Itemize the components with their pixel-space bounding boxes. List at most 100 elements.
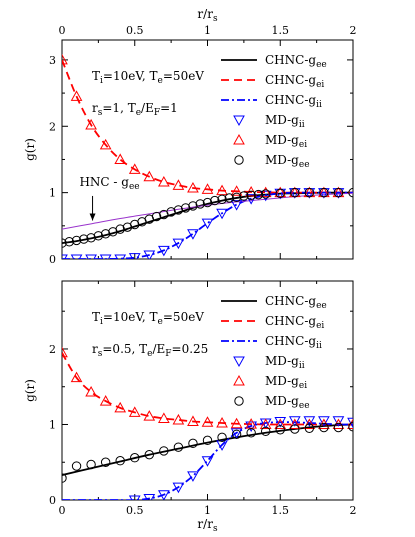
- y-axis-title: g(r): [23, 379, 37, 402]
- x-axis-title-top: r/rs: [197, 7, 218, 24]
- series-group: [62, 53, 353, 259]
- marker-MD-g_ei: [274, 418, 287, 429]
- x-axis-title: r/rs: [197, 517, 218, 534]
- marker-MD-g_ei: [216, 416, 228, 428]
- marker-MD-g_ee: [210, 195, 220, 206]
- legend-entry: CHNC-gii: [265, 334, 322, 351]
- marker-MD-g_ee: [86, 233, 96, 243]
- marker-MD-g_ee: [79, 234, 89, 244]
- legend-entry: MD-gei: [265, 374, 307, 391]
- marker-MD-g_ii: [216, 208, 228, 220]
- marker-MD-g_ee: [71, 235, 82, 246]
- y-tick-label: 3: [49, 54, 56, 67]
- marker-MD-g_ei: [288, 418, 301, 429]
- line-CHNC-g_ii: [62, 421, 353, 500]
- marker-MD-g_ee: [217, 194, 227, 204]
- y-axis-title: g(r): [23, 138, 37, 161]
- marker-MD-g_ee: [290, 424, 300, 434]
- x-tick-label: 0.5: [126, 24, 144, 37]
- parameter-annotation: rs=1, Te/EF=1: [92, 101, 178, 118]
- marker-MD-g_ee: [304, 187, 315, 198]
- marker-MD-g_ii: [187, 229, 199, 240]
- marker-MD-g_ee: [304, 423, 315, 433]
- marker-MD-g_ee: [166, 207, 176, 217]
- marker-MD-g_ee: [115, 224, 125, 234]
- marker-MD-g_ei: [85, 385, 97, 397]
- marker-MD-g_ee: [333, 187, 344, 198]
- line-CHNC-g_ee: [62, 191, 353, 244]
- marker-MD-g_ee: [239, 191, 249, 201]
- marker-MD-g_ee: [62, 238, 67, 248]
- marker-MD-g_ei: [128, 406, 141, 417]
- marker-MD-g_ee: [62, 473, 67, 483]
- y-tick-label: 2: [49, 120, 56, 133]
- marker-MD-g_ee: [231, 192, 242, 202]
- marker-MD-g_ei: [114, 153, 127, 164]
- marker-MD-g_ee: [93, 231, 104, 241]
- marker-MD-g_ei: [143, 410, 156, 421]
- marker-MD-g_ii: [158, 490, 170, 500]
- marker-MD-g_ei: [70, 371, 83, 383]
- legend-entry: CHNC-gei: [265, 314, 324, 331]
- marker-MD-g_ei: [201, 416, 214, 427]
- legend-entry: MD-gee: [265, 153, 310, 170]
- marker-MD-g_ee: [115, 456, 125, 466]
- x-tick-label: 1: [204, 504, 211, 517]
- x-tick-label: 1.5: [272, 24, 290, 37]
- marker-MD-g_ee: [319, 422, 329, 433]
- marker-MD-g_ee: [180, 203, 191, 213]
- legend-marker-MD-gii: [233, 356, 245, 368]
- parameter-annotation: Ti=10eV, Te=50eV: [92, 310, 204, 327]
- marker-MD-g_ee: [159, 446, 169, 456]
- marker-MD-g_ee: [246, 190, 256, 200]
- marker-MD-g_ee: [188, 438, 198, 449]
- parameter-annotation: rs=0.5, Te/EF=0.25: [92, 342, 208, 359]
- parameter-annotation: Ti=10eV, Te=50eV: [92, 69, 204, 86]
- marker-MD-g_ee: [275, 425, 285, 435]
- marker-MD-g_ii: [128, 495, 141, 500]
- legend-entry: CHNC-gee: [265, 53, 327, 70]
- marker-MD-g_ee: [100, 229, 111, 239]
- y-tick-label: 1: [49, 187, 56, 200]
- x-tick-label: 1: [204, 24, 211, 37]
- marker-MD-g_ii: [230, 428, 243, 439]
- marker-MD-g_ee: [71, 461, 82, 471]
- legend-marker-MD-gee: [234, 396, 244, 406]
- marker-MD-g_ee: [217, 432, 227, 443]
- marker-MD-g_ee: [253, 189, 264, 200]
- marker-MD-g_ee: [144, 449, 155, 460]
- marker-MD-g_ee: [224, 193, 235, 203]
- marker-MD-g_ii: [172, 482, 185, 494]
- legend-marker-MD-gii: [233, 115, 245, 127]
- marker-MD-g_ei: [143, 170, 156, 182]
- marker-MD-g_ee: [261, 426, 271, 436]
- marker-MD-g_ee: [261, 189, 271, 199]
- marker-MD-g_ee: [231, 429, 242, 439]
- line-CHNC-g_ee: [62, 423, 353, 476]
- marker-MD-g_ei: [99, 395, 112, 406]
- marker-MD-g_ee: [202, 435, 213, 446]
- marker-MD-g_ii: [99, 254, 112, 259]
- y-tick-label: 1: [49, 418, 56, 431]
- x-tick-label: 0: [59, 24, 66, 37]
- legend-entry: CHNC-gii: [265, 93, 322, 110]
- marker-MD-g_ii: [143, 493, 156, 500]
- legend-entry: MD-gii: [265, 354, 305, 371]
- line-HNC-g_ee: [62, 192, 353, 230]
- marker-MD-g_ee: [86, 459, 96, 470]
- marker-MD-g_ii: [245, 421, 257, 433]
- marker-MD-g_ii: [303, 416, 316, 427]
- marker-MD-g_ii: [274, 416, 287, 428]
- marker-MD-g_ei: [201, 183, 214, 194]
- marker-MD-g_ee: [195, 199, 205, 209]
- marker-MD-g_ee: [202, 197, 213, 208]
- marker-MD-g_ii: [201, 456, 214, 467]
- marker-MD-g_ei: [172, 413, 185, 425]
- marker-MD-g_ee: [290, 187, 300, 198]
- marker-MD-g_ei: [259, 418, 272, 429]
- marker-MD-g_ei: [62, 53, 68, 65]
- marker-MD-g_ei: [347, 418, 353, 429]
- legend-entry: MD-gee: [265, 394, 310, 411]
- line-CHNC-g_ei: [62, 352, 353, 426]
